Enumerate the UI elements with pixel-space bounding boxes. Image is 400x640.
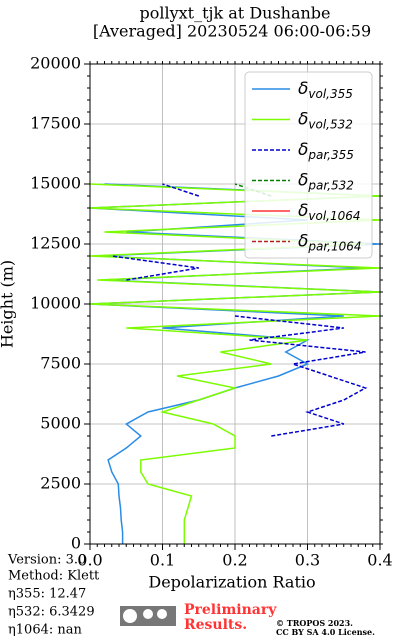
y-tick-label: 10000	[30, 294, 81, 313]
x-tick-label: 0.4	[367, 551, 392, 570]
plot-frame	[89, 63, 381, 545]
y-tick-label: 2500	[40, 474, 81, 493]
legend-label: δpar,532	[298, 171, 354, 193]
by-icon	[143, 609, 153, 619]
info-text: η1064: nan	[8, 623, 83, 638]
y-tick-label: 20000	[30, 54, 81, 73]
info-text: η355: 12.47	[8, 587, 86, 602]
x-tick-label: 0.3	[295, 551, 320, 570]
legend-label: δvol,355	[298, 79, 353, 101]
y-tick-label: 15000	[30, 174, 81, 193]
legend-label: δvol,1064	[298, 201, 361, 223]
series-line	[111, 183, 368, 437]
x-tick-label: 0.2	[222, 551, 247, 570]
cc-logo-icon	[123, 609, 137, 623]
legend-label: δvol,532	[298, 110, 353, 132]
y-tick-label: 0	[71, 534, 81, 553]
copyright-text: CC BY SA 4.0 License.	[276, 627, 375, 637]
chart-subtitle: [Averaged] 20230524 06:00-06:59	[93, 22, 371, 41]
y-axis-label: Height (m)	[0, 260, 17, 348]
info-text: η532: 6.3429	[8, 605, 95, 620]
x-tick-label: 0.1	[150, 551, 175, 570]
chart-title: pollyxt_tjk at Dushanbe	[139, 4, 330, 23]
y-tick-label: 12500	[30, 234, 81, 253]
sa-icon	[157, 609, 167, 619]
preliminary-badge: Results.	[184, 617, 247, 633]
legend-label: δpar,355	[298, 140, 354, 162]
x-tick-label: 0.0	[77, 551, 102, 570]
y-tick-label: 7500	[40, 354, 81, 373]
info-text: Method: Klett	[8, 569, 100, 584]
copyright-text: © TROPOS 2023.	[276, 618, 353, 628]
preliminary-badge: Preliminary	[184, 602, 277, 618]
legend-label: δpar,1064	[298, 232, 362, 254]
x-axis-label: Depolarization Ratio	[148, 573, 315, 592]
y-tick-label: 5000	[40, 414, 81, 433]
info-text: Version: 3.0	[7, 553, 86, 568]
y-tick-label: 17500	[30, 114, 81, 133]
